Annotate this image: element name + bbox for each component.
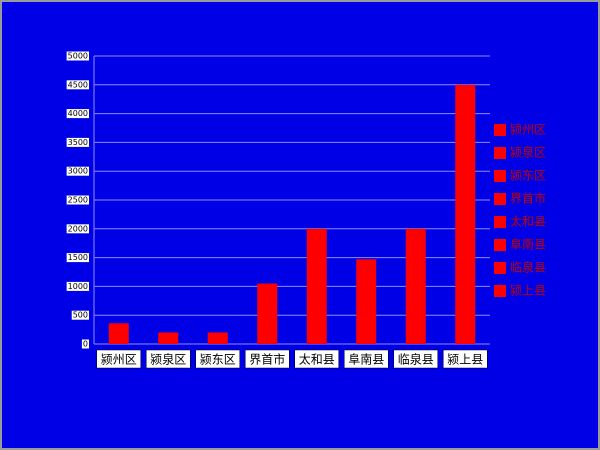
y-tick-box xyxy=(81,339,89,349)
legend-label: 颍东区 xyxy=(510,169,546,183)
legend-label: 界首市 xyxy=(510,191,546,206)
legend-swatch xyxy=(494,262,506,274)
legend-swatch xyxy=(494,285,506,297)
x-tick-box xyxy=(195,349,240,369)
y-tick-label: 2000 xyxy=(68,224,88,233)
x-tick-label: 颍东区 xyxy=(200,353,236,367)
y-tick-box xyxy=(66,109,89,119)
bar xyxy=(257,283,278,344)
y-tick-label: 4000 xyxy=(68,109,88,118)
legend-label: 颍州区 xyxy=(510,123,546,137)
bar xyxy=(455,84,476,345)
y-tick-label: 3500 xyxy=(68,138,88,147)
bar xyxy=(306,228,327,344)
y-tick-label: 500 xyxy=(73,311,88,320)
x-tick-label: 颍泉区 xyxy=(150,353,186,367)
legend-swatch xyxy=(494,170,506,182)
x-tick-label: 颍州区 xyxy=(101,353,137,367)
x-tick-box xyxy=(96,349,141,369)
legend-swatch xyxy=(494,239,506,251)
x-tick-box xyxy=(146,349,191,369)
bar xyxy=(405,228,426,344)
legend-label: 颍泉区 xyxy=(510,146,546,160)
legend-swatch xyxy=(494,124,506,136)
x-tick-box xyxy=(245,349,290,369)
x-tick-label: 颍上县 xyxy=(447,353,483,367)
x-tick-box xyxy=(344,349,389,369)
bar xyxy=(356,259,377,344)
y-tick-box xyxy=(66,166,89,176)
y-tick-label: 0 xyxy=(83,340,88,349)
bar xyxy=(108,323,129,344)
y-tick-box xyxy=(66,253,89,263)
y-tick-box xyxy=(71,310,89,320)
legend-label: 太和县 xyxy=(510,214,546,229)
x-tick-box xyxy=(393,349,438,369)
y-tick-label: 4500 xyxy=(68,80,88,89)
y-tick-box xyxy=(66,224,89,234)
legend-label: 临泉县 xyxy=(510,261,546,275)
y-tick-box xyxy=(66,80,89,90)
x-tick-box xyxy=(443,349,488,369)
y-tick-box xyxy=(66,281,89,291)
x-tick-label: 阜南县 xyxy=(348,352,384,367)
y-tick-label: 5000 xyxy=(68,52,88,61)
legend-swatch xyxy=(494,147,506,159)
legend-label: 阜南县 xyxy=(510,237,546,252)
x-tick-box xyxy=(294,349,339,369)
y-tick-label: 1500 xyxy=(68,253,88,262)
y-tick-box xyxy=(66,195,89,205)
x-tick-label: 太和县 xyxy=(299,352,335,367)
y-tick-label: 2500 xyxy=(68,196,88,205)
y-tick-box xyxy=(66,51,89,61)
x-tick-label: 界首市 xyxy=(249,352,285,367)
bar xyxy=(207,332,228,344)
y-tick-label: 1000 xyxy=(68,282,88,291)
y-tick-label: 3000 xyxy=(68,167,88,176)
legend-swatch xyxy=(494,216,506,228)
legend-label: 颍上县 xyxy=(510,284,546,298)
x-tick-label: 临泉县 xyxy=(398,353,434,367)
y-tick-box xyxy=(66,137,89,147)
bar xyxy=(158,332,179,344)
legend-swatch xyxy=(494,193,506,205)
